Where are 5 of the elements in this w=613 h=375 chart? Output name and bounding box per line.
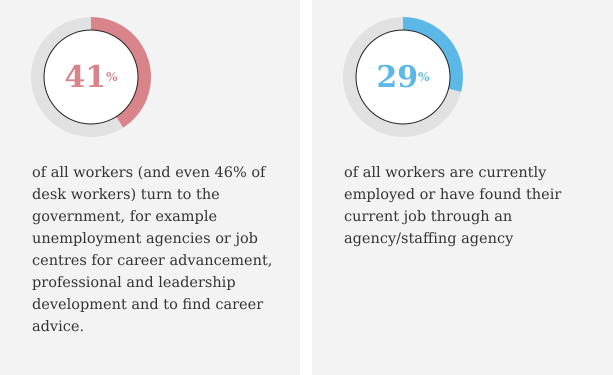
text: of all workers are currently employed or have found their current job through an agency/staffing agency	[344, 164, 562, 249]
data-label: 41$^{%}$	[63, 58, 119, 96]
data-label: 29$^{%}$	[342, 16, 464, 138]
donut-slice	[31, 17, 124, 137]
text: of all workers (and even 46% of desk workers) turn to the government, for example unemployment agencies or job centres for career advancement, professional and leadership development and to find career advice.	[32, 164, 274, 337]
